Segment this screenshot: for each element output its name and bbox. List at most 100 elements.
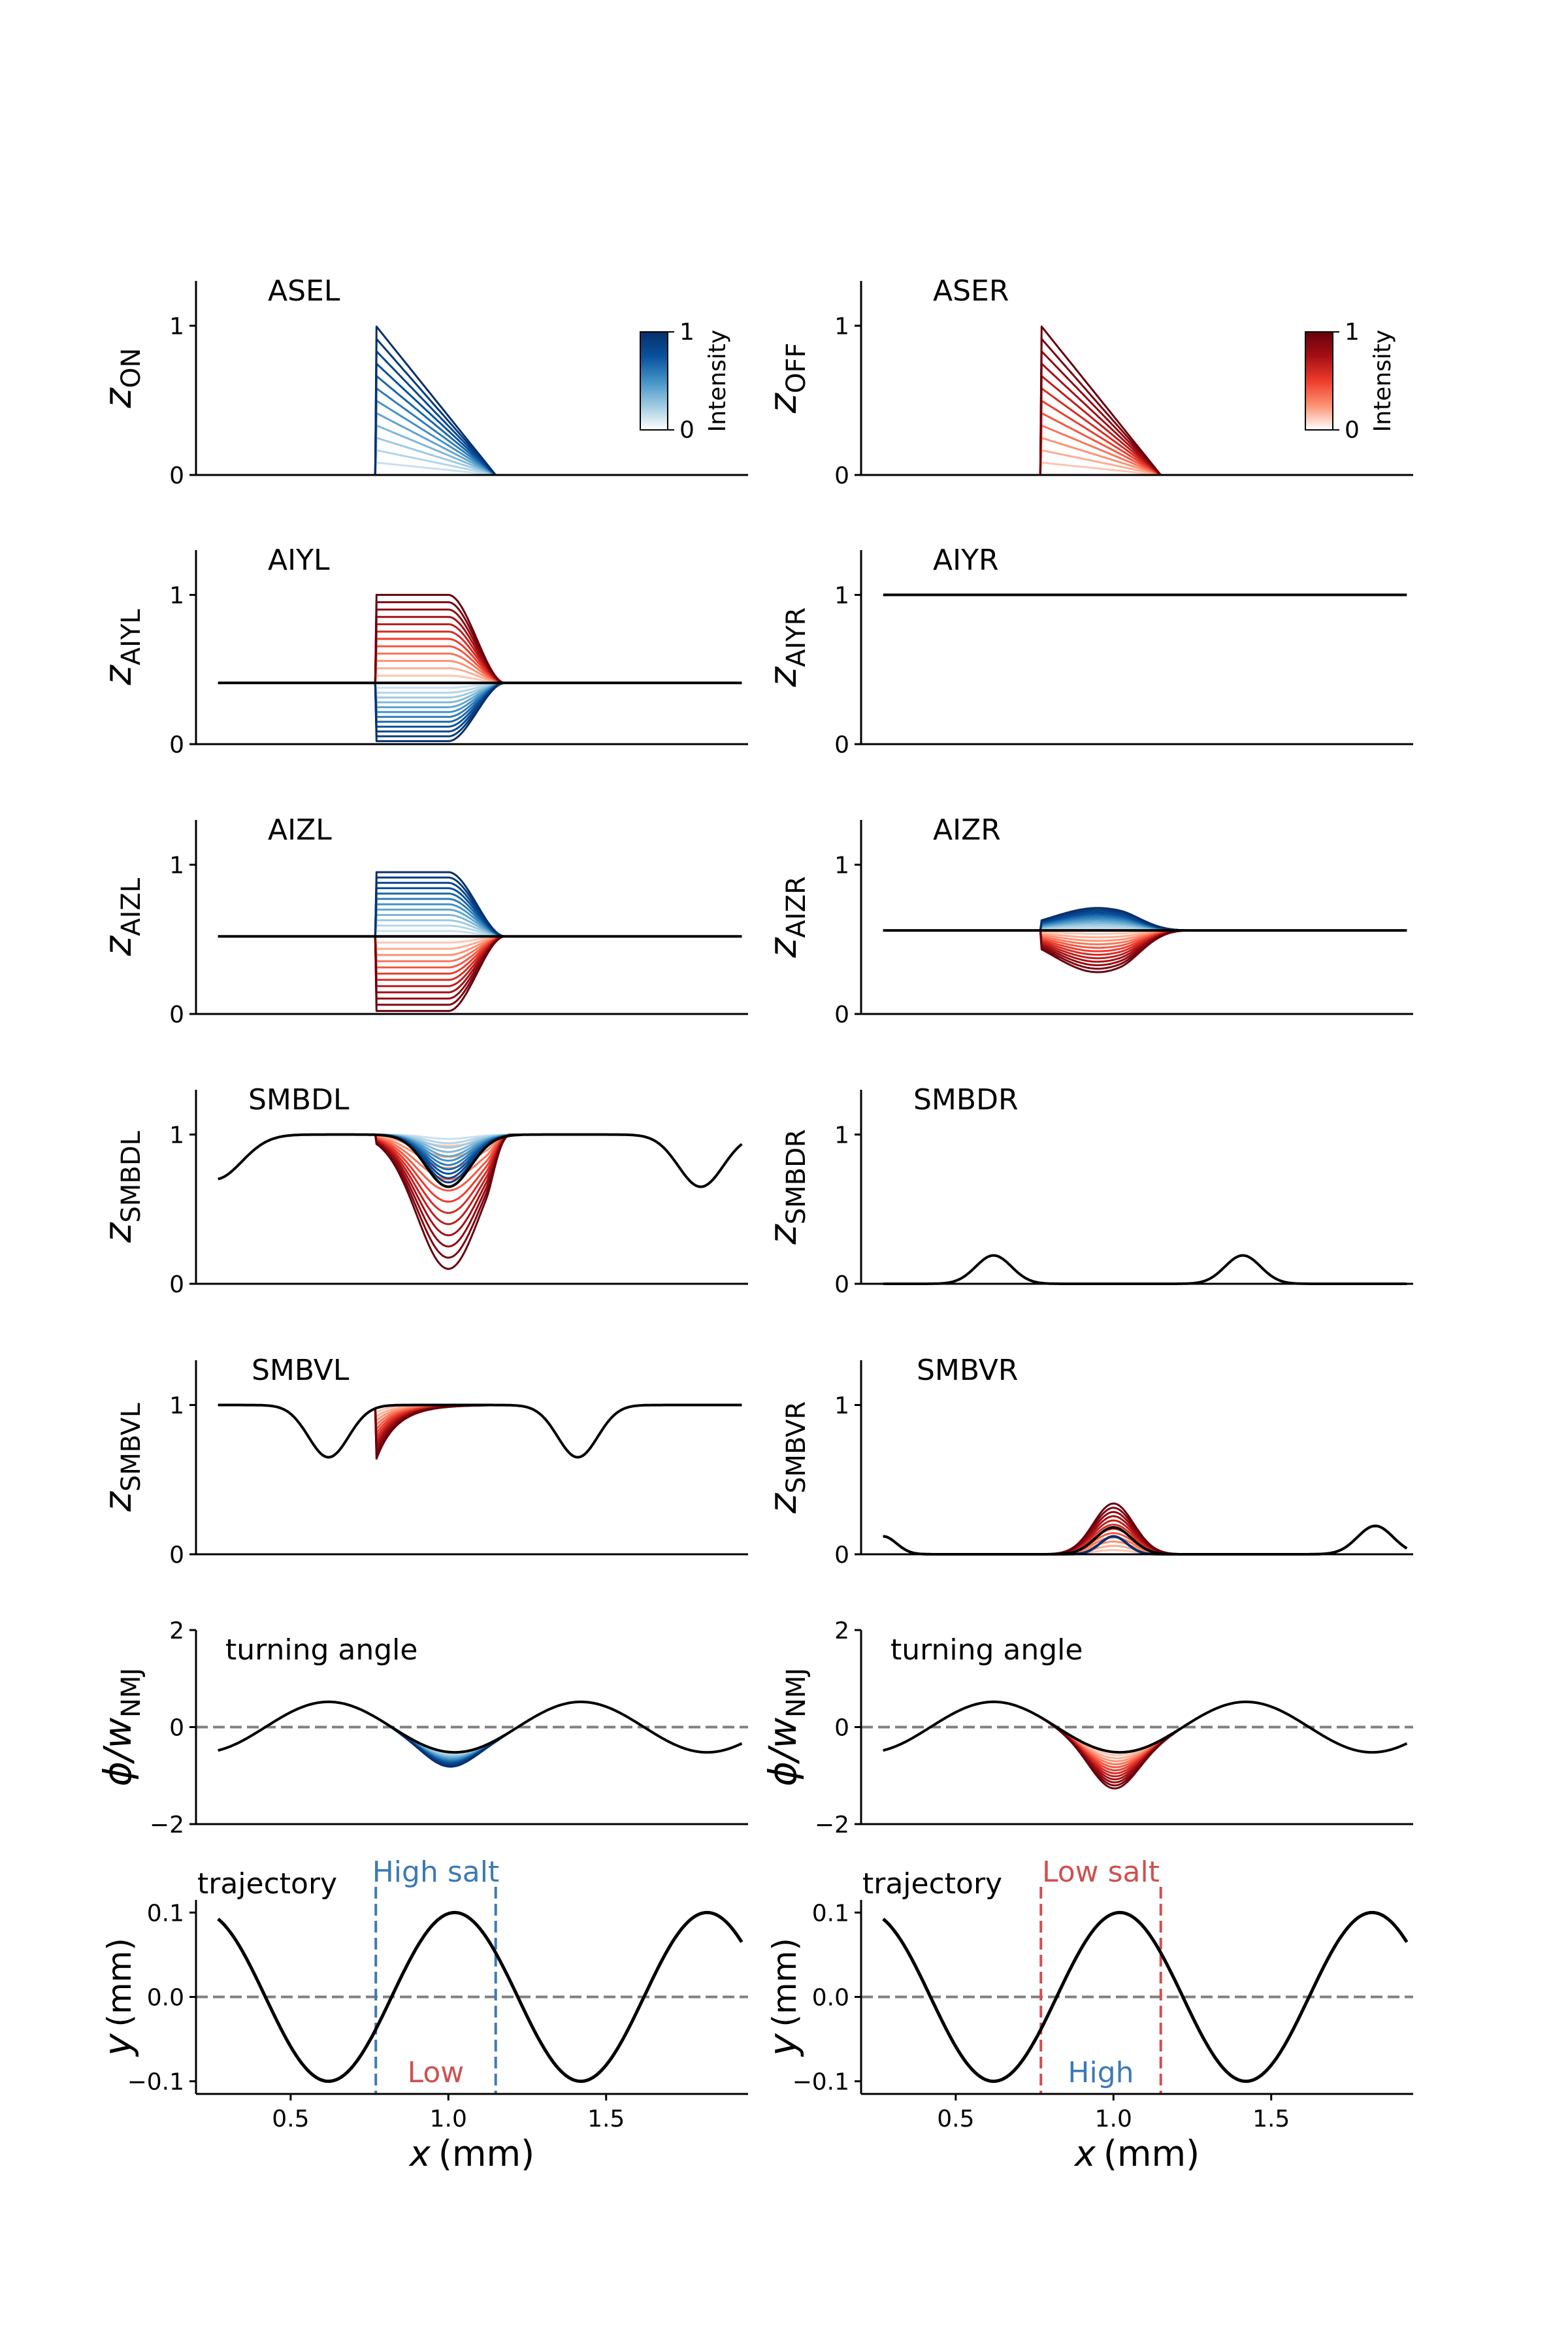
x-axis-label: x (mm): [1073, 2133, 1200, 2174]
x-tick-label: 0.5: [272, 2106, 309, 2132]
series-line: [218, 1403, 742, 1459]
series-line: [218, 1404, 742, 1458]
y-axis-label: zSMBDR: [760, 1129, 811, 1245]
y-tick-label: 1: [169, 583, 184, 610]
colorbar-tick-low: 0: [679, 417, 694, 444]
y-label-unit: (mm): [101, 1938, 139, 2027]
series-line: [218, 1133, 743, 1188]
y-label-main: z: [760, 392, 805, 414]
y-label-sub: SMBVL: [116, 1403, 146, 1492]
y-tick-label: 1: [169, 1393, 184, 1420]
y-tick-label: −0.1: [127, 2069, 184, 2096]
x-label-main: x: [408, 2133, 431, 2174]
x-tick-label: 1.5: [587, 2106, 625, 2132]
series-line: [218, 1404, 742, 1458]
panel-title: SMBVR: [917, 1354, 1018, 1387]
colorbar-tick-high: 1: [1345, 319, 1360, 346]
y-tick-label: 1: [169, 853, 184, 879]
panel-title: AIZL: [268, 813, 332, 847]
y-tick-label: 0.0: [812, 1985, 849, 2012]
y-tick-label: 1: [834, 1122, 849, 1149]
panel-title: trajectory: [197, 1867, 337, 1901]
panel-title: ASEL: [268, 274, 340, 308]
y-axis-label: zSMBVL: [95, 1403, 146, 1512]
x-tick-label: 1.5: [1252, 2106, 1290, 2132]
y-tick-label: 0: [834, 1271, 849, 1298]
series-line: [883, 1701, 1407, 1787]
series-line: [218, 1404, 742, 1458]
y-tick-label: −0.1: [792, 2069, 849, 2096]
y-tick-label: 0.0: [147, 1985, 184, 2012]
y-label-main: z: [95, 1222, 140, 1243]
x-axis-label: x (mm): [408, 2133, 534, 2174]
y-tick-label: −2: [150, 1812, 184, 1838]
series-line: [218, 1404, 742, 1458]
panel-title: SMBVL: [252, 1354, 350, 1387]
panel-title: turning angle: [890, 1633, 1083, 1667]
y-axis-label: zSMBVR: [760, 1401, 811, 1514]
y-axis-label: zOFF: [760, 343, 811, 414]
y-label-main: z: [95, 935, 140, 956]
panel-title: SMBDL: [248, 1083, 350, 1117]
series-line: [883, 1254, 1407, 1285]
series-line: [218, 1404, 742, 1460]
y-tick-label: 1: [834, 853, 849, 879]
colorbar-tick-high: 1: [679, 319, 694, 346]
y-label-main: ϕ/w: [95, 1717, 140, 1786]
region-label: Low salt: [1042, 1855, 1160, 1889]
panel-turn_l: −2 0 2 turning angle ϕ/wNMJ: [95, 1618, 748, 1838]
series-line: [883, 1701, 1407, 1784]
y-label-sub: NMJ: [781, 1668, 811, 1718]
region-label: High salt: [372, 1855, 499, 1889]
y-axis-label: zAIZR: [760, 876, 811, 958]
y-tick-label: 0: [834, 463, 849, 489]
panel-aser: 0 1 ASER zOFF: [760, 274, 1413, 489]
panel-turn_r: −2 0 2 turning angle ϕ/wNMJ: [760, 1618, 1413, 1838]
y-label-main: z: [95, 387, 140, 408]
y-label-main: z: [760, 1224, 805, 1245]
series-line: [217, 1910, 743, 2083]
series-line: [218, 1404, 742, 1458]
panel-title: ASER: [933, 274, 1009, 308]
y-axis-label: zAIZL: [95, 877, 146, 956]
panel-traj_l: High salt Low −0.1 0.0 0.1 0.5 1.0 1.5 trajector…: [95, 1855, 748, 2174]
colorbar-label: Intensity: [704, 330, 731, 433]
y-label-main: y: [95, 2033, 140, 2057]
series-line: [218, 1404, 742, 1458]
series-line: [883, 1701, 1407, 1780]
series-line: [218, 1404, 742, 1458]
series-line: [218, 1701, 742, 1767]
series-line: [218, 1404, 742, 1458]
x-label-main: x: [1073, 2133, 1096, 2174]
y-axis-label: y (mm): [760, 1938, 805, 2057]
series-line: [218, 1404, 742, 1458]
y-tick-label: 0: [169, 1002, 184, 1028]
y-label-main: z: [760, 666, 805, 687]
panel-traj_r: Low salt High −0.1 0.0 0.1 0.5 1.0 1.5 trajector…: [760, 1855, 1413, 2174]
y-tick-label: 2: [169, 1618, 184, 1644]
outside-label: Low: [408, 2056, 465, 2089]
panel-title: AIZR: [933, 813, 1001, 847]
y-tick-label: 0: [169, 1715, 184, 1742]
y-tick-label: −2: [815, 1812, 849, 1838]
x-label-unit: (mm): [438, 2133, 534, 2174]
y-label-main: z: [760, 937, 805, 958]
y-axis-label: ϕ/wNMJ: [760, 1668, 811, 1786]
series-line: [218, 1701, 742, 1768]
panel-title: AIYR: [933, 544, 999, 577]
series-line: [882, 1910, 1409, 2083]
y-axis-label: zAIYR: [760, 608, 811, 688]
y-label-sub: SMBDL: [116, 1130, 146, 1222]
y-axis-label: zSMBDL: [95, 1130, 146, 1243]
y-label-sub: NMJ: [116, 1668, 146, 1718]
y-label-sub: AIZL: [116, 877, 146, 936]
series-line: [218, 1700, 743, 1754]
y-tick-label: 0: [169, 732, 184, 759]
y-label-sub: AIZR: [781, 876, 811, 938]
x-tick-label: 0.5: [937, 2106, 974, 2132]
y-label-main: z: [760, 1492, 805, 1514]
y-label-sub: AIYR: [781, 608, 811, 667]
